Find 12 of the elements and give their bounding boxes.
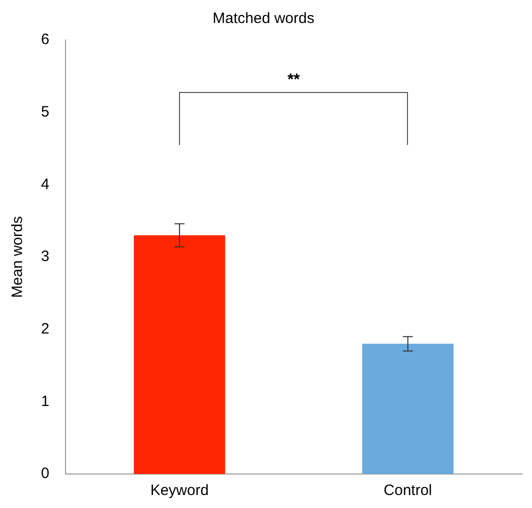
y-tick-label: 0 [41,465,50,482]
y-axis-title: Mean words [9,216,26,298]
y-tick-label: 3 [41,248,50,266]
y-tick-label: 5 [41,103,50,120]
x-tick-label: Keyword [150,482,209,500]
x-tick-label: Control [384,482,432,500]
y-tick-label: 4 [41,176,50,193]
y-tick-label: 6 [41,31,50,48]
chart-title: Matched words [212,10,314,28]
y-tick-label: 2 [41,320,50,338]
annotation: ** [287,71,301,88]
y-tick-label: 1 [41,392,50,410]
